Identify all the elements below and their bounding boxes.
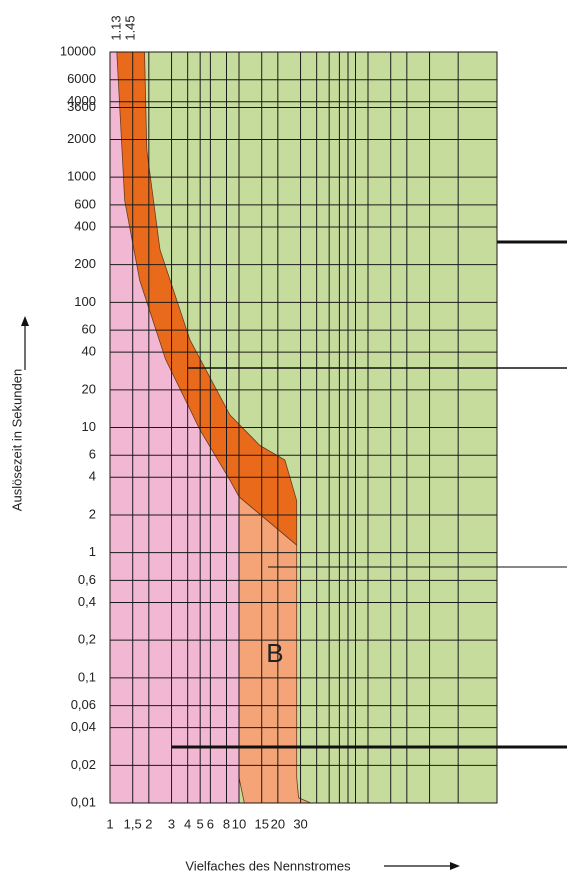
x-tick-label: 8 (223, 816, 230, 831)
y-arrow-head (21, 316, 29, 326)
x-tick-label: 5 (197, 816, 204, 831)
x-tick-label: 15 (254, 816, 268, 831)
x-tick-label: 20 (271, 816, 285, 831)
y-tick-label: 0,4 (78, 594, 96, 609)
y-tick-label: 0,06 (71, 697, 96, 712)
plot-border (109, 51, 498, 804)
y-tick-label: 0,02 (71, 757, 96, 772)
y-axis-label: Auslösezeit in Sekunden (9, 369, 24, 511)
x-tick-label: 4 (184, 816, 191, 831)
y-tick-label: 4 (89, 469, 96, 484)
y-tick-label: 0,6 (78, 572, 96, 587)
y-tick-label: 0,1 (78, 669, 96, 684)
x-tick-label: 1 (106, 816, 113, 831)
top-tick-label: 1.13 (108, 15, 123, 40)
y-tick-label: 20 (82, 381, 96, 396)
y-tick-label: 4000 (67, 93, 96, 108)
x-arrow-head (450, 862, 460, 870)
y-tick-label: 10 (82, 419, 96, 434)
x-tick-label: 3 (168, 816, 175, 831)
x-axis-label: Vielfaches des Nennstromes (185, 858, 351, 873)
y-tick-label: 60 (82, 322, 96, 337)
y-tick-label: 40 (82, 344, 96, 359)
y-tick-label: 200 (74, 256, 96, 271)
y-tick-label: 1000 (67, 169, 96, 184)
y-tick-label: 400 (74, 218, 96, 233)
y-tick-label: 0,2 (78, 632, 96, 647)
x-tick-label: 1,5 (124, 816, 142, 831)
region-label: B (266, 638, 283, 668)
x-tick-label: 6 (207, 816, 214, 831)
y-tick-label: 10000 (60, 43, 96, 58)
x-tick-label: 2 (145, 816, 152, 831)
y-tick-label: 2000 (67, 131, 96, 146)
y-tick-label: 6 (89, 447, 96, 462)
instant-trip-region (238, 495, 311, 804)
y-tick-label: 3600 (67, 99, 96, 114)
y-tick-label: 6000 (67, 71, 96, 86)
x-tick-label: 30 (293, 816, 307, 831)
top-tick-label: 1.45 (122, 15, 137, 40)
y-tick-label: 0,04 (71, 719, 96, 734)
y-tick-label: 100 (74, 294, 96, 309)
x-tick-label: 10 (232, 816, 246, 831)
y-tick-label: 600 (74, 196, 96, 211)
y-tick-label: 1 (89, 544, 96, 559)
y-tick-label: 0,01 (71, 794, 96, 809)
y-tick-label: 2 (89, 506, 96, 521)
